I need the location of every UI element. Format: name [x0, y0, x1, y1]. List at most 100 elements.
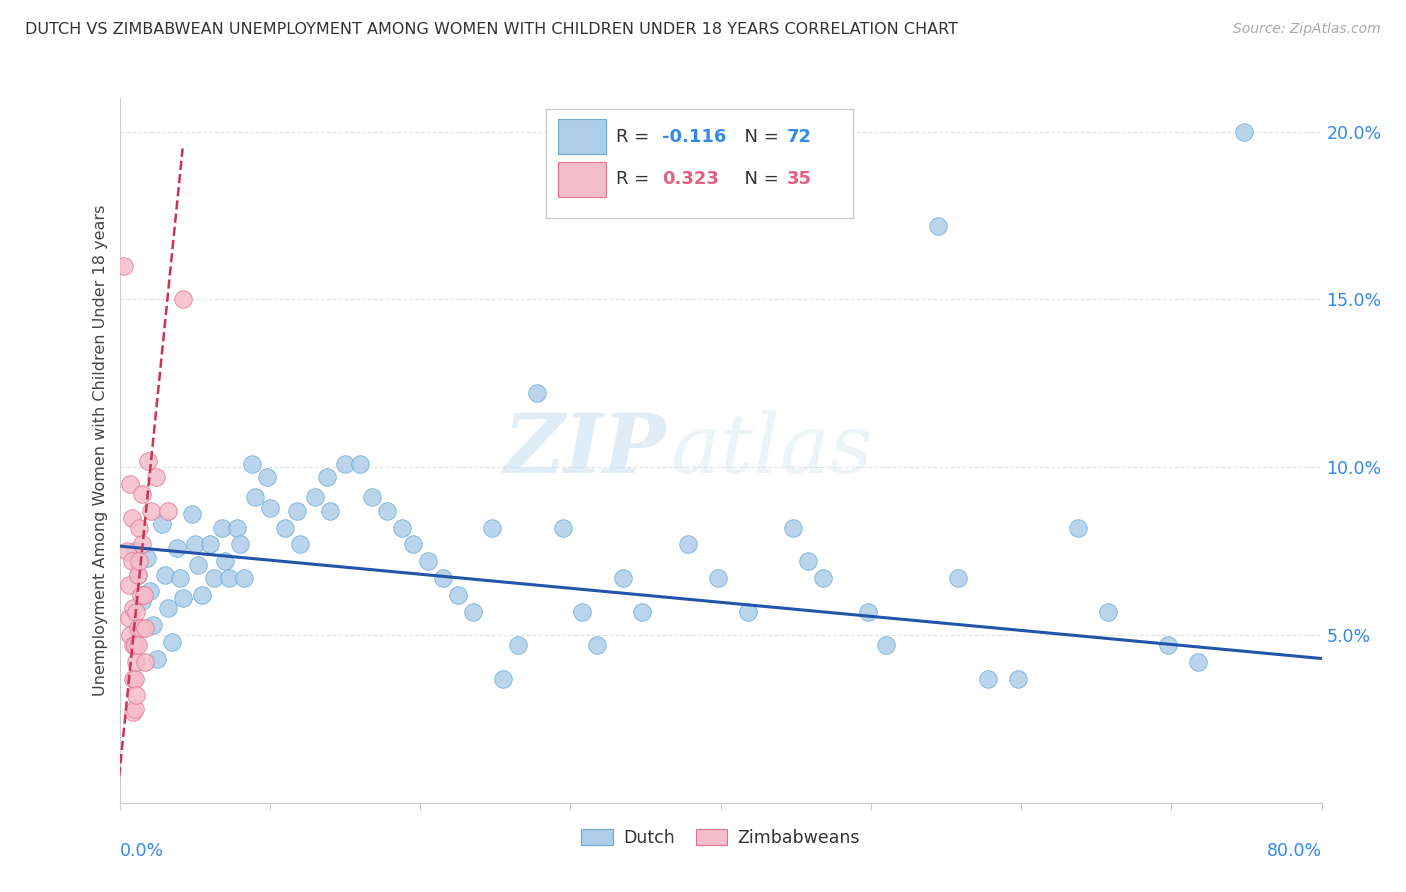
- Point: [127, 567, 149, 582]
- Point: [183, 537, 205, 551]
- Text: 80.0%: 80.0%: [1267, 841, 1322, 860]
- Point: [122, 672, 145, 686]
- Point: [145, 470, 167, 484]
- Point: [127, 567, 149, 582]
- Point: [416, 554, 439, 568]
- Point: [124, 702, 146, 716]
- Point: [172, 591, 194, 606]
- Point: [180, 507, 202, 521]
- Point: [240, 457, 263, 471]
- Text: N =: N =: [733, 128, 785, 146]
- Point: [375, 504, 398, 518]
- Point: [160, 634, 183, 648]
- Point: [121, 510, 143, 524]
- Point: [259, 500, 281, 515]
- Point: [1157, 638, 1180, 652]
- Point: [333, 457, 356, 471]
- Point: [166, 541, 188, 555]
- Point: [218, 571, 240, 585]
- Point: [526, 386, 548, 401]
- Point: [256, 470, 278, 484]
- Point: [875, 638, 897, 652]
- Point: [631, 605, 654, 619]
- Point: [112, 259, 135, 273]
- Point: [124, 638, 146, 652]
- Point: [124, 544, 146, 558]
- Point: [612, 571, 634, 585]
- Point: [118, 477, 141, 491]
- Point: [243, 491, 266, 505]
- Point: [782, 521, 804, 535]
- Point: [131, 487, 153, 501]
- Point: [129, 588, 152, 602]
- Point: [134, 655, 156, 669]
- Point: [856, 605, 879, 619]
- Point: [153, 567, 176, 582]
- Point: [1187, 655, 1209, 669]
- Point: [551, 521, 574, 535]
- Point: [191, 588, 214, 602]
- Point: [737, 605, 759, 619]
- Point: [676, 537, 699, 551]
- Point: [288, 537, 311, 551]
- Point: [586, 638, 609, 652]
- Point: [233, 571, 256, 585]
- Point: [946, 571, 969, 585]
- Point: [214, 554, 236, 568]
- Point: [138, 584, 160, 599]
- Point: [1067, 521, 1090, 535]
- Point: [315, 470, 337, 484]
- Point: [135, 550, 157, 565]
- Point: [274, 521, 297, 535]
- Point: [1097, 605, 1119, 619]
- Point: [1232, 125, 1254, 139]
- Point: [128, 554, 150, 568]
- Point: [198, 537, 221, 551]
- Point: [706, 571, 728, 585]
- Point: [122, 638, 145, 652]
- Text: 35: 35: [787, 170, 811, 188]
- Point: [131, 537, 153, 551]
- Text: 0.0%: 0.0%: [120, 841, 163, 860]
- FancyBboxPatch shape: [547, 109, 853, 218]
- Text: N =: N =: [733, 170, 785, 188]
- Point: [117, 611, 139, 625]
- Point: [187, 558, 209, 572]
- Point: [136, 453, 159, 467]
- Point: [127, 621, 149, 635]
- Point: [361, 491, 384, 505]
- Text: 0.323: 0.323: [662, 170, 718, 188]
- Text: DUTCH VS ZIMBABWEAN UNEMPLOYMENT AMONG WOMEN WITH CHILDREN UNDER 18 YEARS CORREL: DUTCH VS ZIMBABWEAN UNEMPLOYMENT AMONG W…: [25, 22, 959, 37]
- Point: [349, 457, 371, 471]
- Point: [128, 521, 150, 535]
- Text: 72: 72: [787, 128, 811, 146]
- Point: [492, 672, 515, 686]
- Point: [125, 689, 148, 703]
- Point: [131, 594, 153, 608]
- Point: [211, 521, 233, 535]
- Point: [977, 672, 1000, 686]
- Point: [132, 588, 155, 602]
- Point: [124, 672, 146, 686]
- Text: ZIP: ZIP: [503, 410, 666, 491]
- Point: [156, 504, 179, 518]
- Point: [125, 605, 148, 619]
- Point: [121, 554, 143, 568]
- Point: [142, 618, 165, 632]
- Point: [172, 293, 194, 307]
- Text: -0.116: -0.116: [662, 128, 725, 146]
- Point: [122, 705, 145, 719]
- Point: [1007, 672, 1029, 686]
- Text: atlas: atlas: [671, 410, 873, 491]
- Point: [146, 651, 169, 665]
- Point: [127, 638, 149, 652]
- Y-axis label: Unemployment Among Women with Children Under 18 years: Unemployment Among Women with Children U…: [93, 205, 108, 696]
- Point: [150, 517, 173, 532]
- Point: [202, 571, 225, 585]
- Point: [134, 621, 156, 635]
- Point: [571, 605, 593, 619]
- Point: [481, 521, 503, 535]
- Point: [285, 504, 308, 518]
- Point: [461, 605, 484, 619]
- Point: [446, 588, 468, 602]
